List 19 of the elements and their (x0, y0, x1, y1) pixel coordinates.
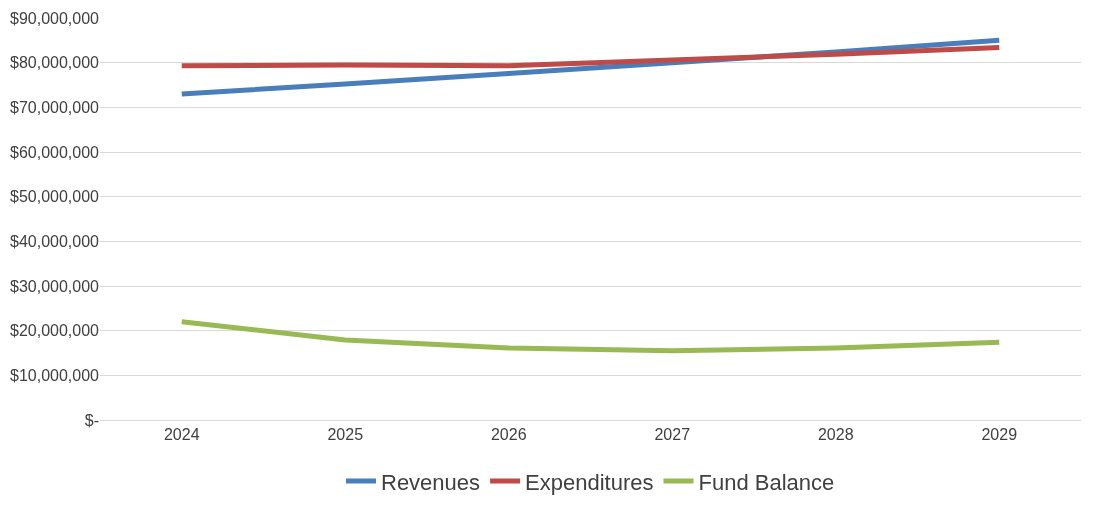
y-tick-label: $70,000,000 (10, 98, 100, 116)
y-tick-label: $10,000,000 (10, 366, 100, 384)
x-tick-label: 2029 (981, 426, 1018, 444)
y-tick-label: $60,000,000 (10, 143, 100, 161)
x-tick-label: 2024 (163, 426, 200, 444)
legend-label: Expenditures (525, 469, 654, 495)
y-tick-label: $80,000,000 (10, 54, 100, 72)
y-tick-label: $90,000,000 (10, 9, 100, 27)
x-tick-label: 2025 (327, 426, 364, 444)
x-tick-label: 2026 (490, 426, 527, 444)
y-tick-label: $20,000,000 (10, 322, 100, 340)
legend-label: Revenues (381, 469, 481, 495)
y-tick-label: $50,000,000 (10, 188, 100, 206)
y-tick-label: $30,000,000 (10, 277, 100, 295)
x-tick-label: 2027 (654, 426, 691, 444)
y-tick-label: $- (84, 411, 99, 429)
y-tick-label: $40,000,000 (10, 232, 100, 250)
x-tick-label: 2028 (817, 426, 854, 444)
legend-label: Fund Balance (698, 469, 835, 495)
